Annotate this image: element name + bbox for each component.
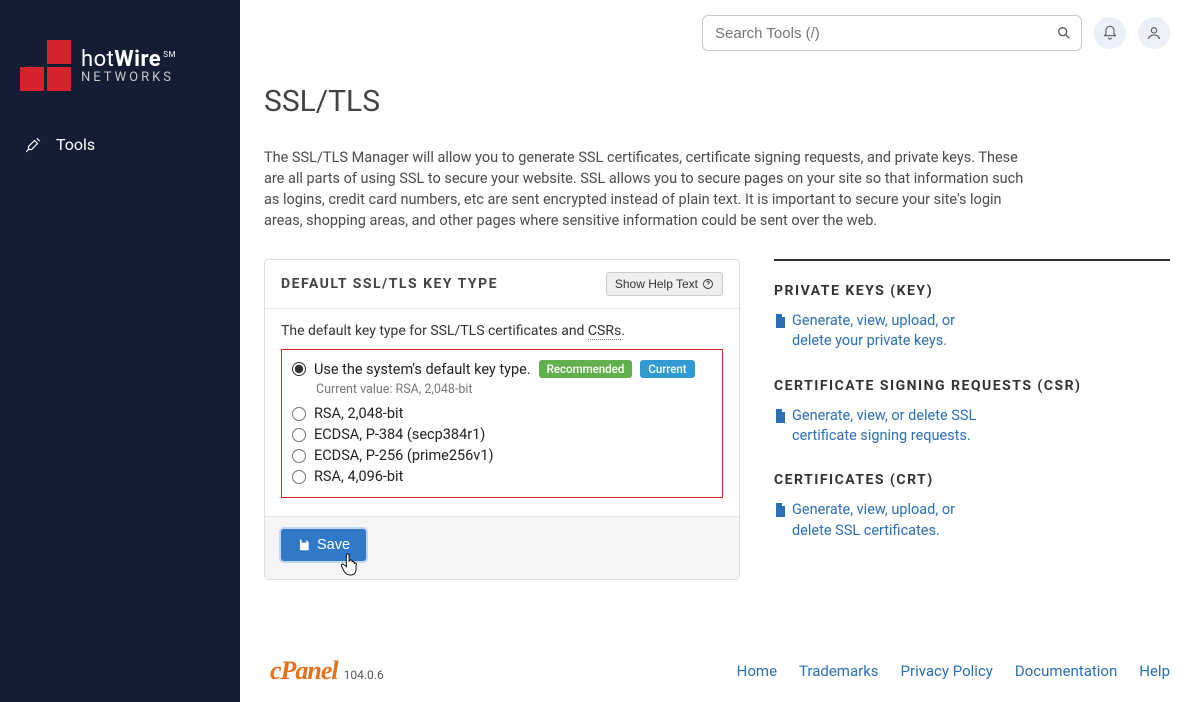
keytype-card: DEFAULT SSL/TLS KEY TYPE Show Help Text …	[264, 259, 740, 580]
brand-name: hotWireSM	[81, 47, 176, 72]
user-icon	[1146, 25, 1162, 41]
radio-option-ecdsa384[interactable]: ECDSA, P-384 (secp384r1)	[292, 424, 712, 445]
section-csr: CERTIFICATE SIGNING REQUESTS (CSR) Gener…	[774, 378, 1170, 447]
radio-option-rsa4096[interactable]: RSA, 4,096-bit	[292, 466, 712, 487]
footer-link-docs[interactable]: Documentation	[1015, 662, 1117, 680]
section-private-keys: PRIVATE KEYS (KEY) Generate, view, uploa…	[774, 283, 1170, 352]
section-title: CERTIFICATE SIGNING REQUESTS (CSR)	[774, 378, 1170, 394]
show-help-button[interactable]: Show Help Text	[606, 272, 723, 296]
current-value-note: Current value: RSA, 2,048-bit	[316, 382, 712, 397]
footer-links: Home Trademarks Privacy Policy Documenta…	[737, 662, 1170, 680]
page-intro: The SSL/TLS Manager will allow you to ge…	[264, 147, 1024, 231]
brand-logo: hotWireSM NETWORKS	[0, 0, 240, 121]
save-label: Save	[317, 537, 350, 553]
radio-option-rsa2048[interactable]: RSA, 2,048-bit	[292, 403, 712, 424]
radio-input[interactable]	[292, 407, 306, 421]
footer-link-privacy[interactable]: Privacy Policy	[901, 662, 993, 680]
save-button[interactable]: Save	[281, 529, 366, 561]
topbar	[240, 0, 1200, 56]
notifications-button[interactable]	[1094, 17, 1126, 49]
file-icon	[774, 409, 786, 423]
footer-link-home[interactable]: Home	[737, 662, 777, 680]
search-icon	[1056, 25, 1072, 41]
radio-label: RSA, 2,048-bit	[314, 405, 403, 422]
radio-option-default[interactable]: Use the system's default key type. Recom…	[292, 358, 712, 380]
radio-input[interactable]	[292, 470, 306, 484]
footer-link-trademarks[interactable]: Trademarks	[799, 662, 879, 680]
footer-link-help[interactable]: Help	[1139, 662, 1170, 680]
radio-group: Use the system's default key type. Recom…	[281, 349, 723, 498]
file-icon	[774, 314, 786, 328]
sidebar: hotWireSM NETWORKS Tools	[0, 0, 240, 702]
help-icon	[702, 278, 714, 290]
radio-input[interactable]	[292, 449, 306, 463]
badge-current: Current	[640, 360, 694, 378]
logo-squares-icon	[20, 40, 71, 91]
radio-label: Use the system's default key type.	[314, 361, 531, 378]
tools-icon	[24, 136, 42, 154]
cpanel-wordmark: cPanel	[270, 656, 338, 686]
section-title: PRIVATE KEYS (KEY)	[774, 283, 1170, 299]
brand-subtitle: NETWORKS	[81, 70, 176, 85]
sidebar-item-tools[interactable]: Tools	[0, 121, 240, 168]
sidebar-item-label: Tools	[56, 135, 95, 154]
card-heading: DEFAULT SSL/TLS KEY TYPE	[281, 276, 498, 292]
link-text: Generate, view, upload, or delete SSL ce…	[792, 500, 984, 541]
account-button[interactable]	[1138, 17, 1170, 49]
help-btn-label: Show Help Text	[615, 277, 698, 291]
search-input[interactable]	[702, 15, 1082, 51]
section-title: CERTIFICATES (CRT)	[774, 472, 1170, 488]
card-desc: The default key type for SSL/TLS certifi…	[281, 323, 723, 339]
link-private-keys[interactable]: Generate, view, upload, or delete your p…	[774, 311, 984, 352]
radio-input[interactable]	[292, 428, 306, 442]
main: SSL/TLS The SSL/TLS Manager will allow y…	[240, 56, 1200, 640]
radio-label: ECDSA, P-384 (secp384r1)	[314, 426, 485, 443]
search-wrap	[702, 15, 1082, 51]
link-crt[interactable]: Generate, view, upload, or delete SSL ce…	[774, 500, 984, 541]
link-text: Generate, view, or delete SSL certificat…	[792, 406, 984, 447]
link-csr[interactable]: Generate, view, or delete SSL certificat…	[774, 406, 984, 447]
radio-label: ECDSA, P-256 (prime256v1)	[314, 447, 494, 464]
radio-option-ecdsa256[interactable]: ECDSA, P-256 (prime256v1)	[292, 445, 712, 466]
search-button[interactable]	[1052, 21, 1076, 45]
section-crt: CERTIFICATES (CRT) Generate, view, uploa…	[774, 472, 1170, 541]
bell-icon	[1102, 25, 1118, 41]
right-panel: PRIVATE KEYS (KEY) Generate, view, uploa…	[774, 259, 1170, 567]
badge-recommended: Recommended	[539, 360, 633, 378]
file-icon	[774, 503, 786, 517]
radio-input[interactable]	[292, 362, 306, 376]
footer: cPanel 104.0.6 Home Trademarks Privacy P…	[240, 640, 1200, 702]
cpanel-logo: cPanel 104.0.6	[270, 656, 384, 686]
link-text: Generate, view, upload, or delete your p…	[792, 311, 984, 352]
page-title: SSL/TLS	[264, 84, 1170, 119]
radio-label: RSA, 4,096-bit	[314, 468, 403, 485]
cpanel-version: 104.0.6	[344, 668, 384, 682]
save-icon	[297, 538, 311, 552]
